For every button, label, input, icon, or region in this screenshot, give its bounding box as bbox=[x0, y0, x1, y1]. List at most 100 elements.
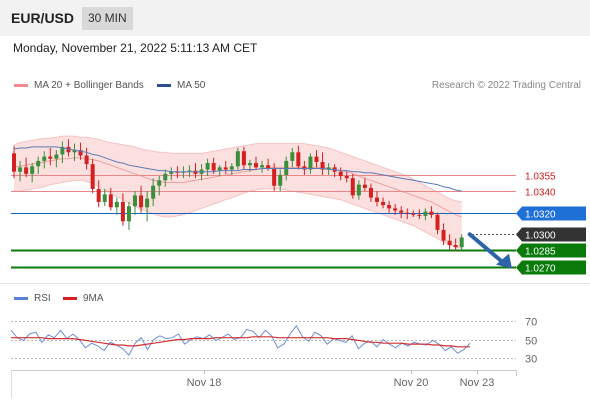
candle-body bbox=[387, 205, 392, 209]
toolbar-header: EUR/USD 30 MIN bbox=[0, 0, 590, 36]
research-credit: Research © 2022 Trading Central bbox=[431, 80, 581, 91]
candle-body bbox=[381, 201, 386, 206]
timeframe-button[interactable]: 30 MIN bbox=[82, 7, 133, 30]
candle-body bbox=[211, 163, 216, 171]
forecast-arrow-shaft bbox=[467, 232, 504, 264]
candle-body bbox=[217, 167, 222, 171]
candle-body bbox=[260, 165, 265, 168]
legend-ma50-label: MA 50 bbox=[177, 80, 206, 91]
legend-bollinger-label: MA 20 + Bollinger Bands bbox=[34, 80, 144, 91]
candle-body bbox=[96, 188, 101, 202]
candle-body bbox=[193, 170, 198, 174]
candle-body bbox=[296, 152, 301, 167]
candle-body bbox=[284, 160, 289, 175]
candle-body bbox=[18, 167, 23, 172]
candle-body bbox=[205, 163, 210, 170]
bollinger-swatch bbox=[14, 84, 28, 87]
candle-body bbox=[326, 167, 331, 170]
candle-body bbox=[350, 178, 355, 196]
timestamp-label: Monday, November 21, 2022 5:11:13 AM CET bbox=[13, 41, 258, 55]
level-labels-layer: 1.0355 1.0340 1.0320 1.0300 1.0285 1.0270 bbox=[516, 172, 586, 275]
x-tick-label: Nov 18 bbox=[187, 377, 222, 389]
candle-body bbox=[338, 171, 343, 177]
candle-body bbox=[151, 185, 156, 199]
candle-body bbox=[139, 195, 144, 208]
candle-body bbox=[169, 171, 174, 174]
candle-body bbox=[375, 197, 379, 202]
candle-body bbox=[48, 156, 53, 159]
rsi-tick-label: 70 bbox=[525, 317, 537, 329]
bollinger-upper-line bbox=[13, 135, 462, 203]
candle-body bbox=[145, 198, 150, 208]
candle-body bbox=[344, 176, 349, 179]
candle-body bbox=[114, 201, 119, 208]
rsi-tick-label: 30 bbox=[525, 354, 537, 366]
candle-body bbox=[60, 146, 65, 155]
level-tag-1.0270 bbox=[516, 260, 586, 275]
candle-body bbox=[241, 151, 246, 166]
candle-body bbox=[163, 173, 168, 181]
candle-body bbox=[320, 161, 325, 170]
candle-body bbox=[423, 211, 428, 216]
candle-body bbox=[278, 174, 283, 186]
ma50-swatch bbox=[157, 84, 171, 87]
legend-rsi: RSI bbox=[14, 293, 51, 304]
level-tag-1.0320 bbox=[516, 206, 586, 221]
candle-body bbox=[36, 160, 41, 167]
candle-body bbox=[290, 152, 295, 161]
bollinger-lower-line bbox=[14, 179, 462, 249]
candle-body bbox=[441, 229, 446, 241]
candle-body bbox=[102, 194, 107, 202]
candle-body bbox=[66, 146, 71, 153]
level-tag-1.0285 bbox=[516, 243, 586, 258]
candle-body bbox=[411, 213, 416, 215]
candle-body bbox=[314, 156, 319, 162]
x-tick-label: Nov 23 bbox=[460, 377, 495, 389]
level-label-1.0285: 1.0285 bbox=[525, 247, 556, 258]
candle-body bbox=[42, 156, 47, 161]
x-tick-label: Nov 20 bbox=[394, 377, 429, 389]
candle-body bbox=[187, 170, 192, 172]
legend-rsi-ma-label: 9MA bbox=[83, 293, 104, 304]
candle-body bbox=[247, 163, 252, 166]
candle-body bbox=[223, 167, 228, 170]
level-label-1.0270: 1.0270 bbox=[525, 264, 556, 275]
forecast-layer bbox=[467, 232, 512, 269]
rsi-swatch bbox=[14, 297, 28, 300]
level-label-1.0320: 1.0320 bbox=[525, 210, 556, 221]
candle-body bbox=[417, 214, 422, 216]
candle-body bbox=[84, 155, 89, 165]
candle-body bbox=[254, 163, 258, 168]
candles-layer bbox=[12, 139, 464, 252]
candle-body bbox=[12, 153, 16, 172]
rsi-layer: 70 50 30 bbox=[10, 317, 537, 366]
candle-body bbox=[447, 240, 452, 246]
candle-body bbox=[405, 212, 410, 214]
ma50-layer bbox=[13, 146, 462, 192]
level-label-1.0355: 1.0355 bbox=[525, 172, 556, 183]
candle-body bbox=[133, 195, 137, 207]
candle-body bbox=[356, 184, 361, 196]
level-label-1.0340: 1.0340 bbox=[525, 188, 556, 199]
candle-body bbox=[308, 156, 313, 170]
ma50-line bbox=[13, 146, 462, 192]
candle-body bbox=[453, 245, 458, 248]
candle-body bbox=[362, 184, 367, 188]
candle-body bbox=[302, 166, 307, 170]
candle-body bbox=[157, 180, 162, 186]
legend-bollinger: MA 20 + Bollinger Bands bbox=[14, 80, 144, 91]
candle-body bbox=[435, 214, 440, 230]
x-axis-layer: Nov 18 Nov 20 Nov 23 bbox=[11, 370, 517, 398]
rsi-ma-line bbox=[11, 336, 470, 348]
legend-ma50: MA 50 bbox=[157, 80, 205, 91]
candle-body bbox=[429, 211, 434, 215]
forecast-arrow-head bbox=[496, 253, 512, 269]
candle-body bbox=[235, 151, 240, 167]
candle-body bbox=[90, 164, 95, 189]
level-label-1.0300: 1.0300 bbox=[525, 231, 556, 242]
candle-body bbox=[72, 150, 77, 153]
candle-body bbox=[229, 166, 234, 170]
candle-body bbox=[266, 165, 271, 169]
candle-body bbox=[54, 154, 59, 159]
